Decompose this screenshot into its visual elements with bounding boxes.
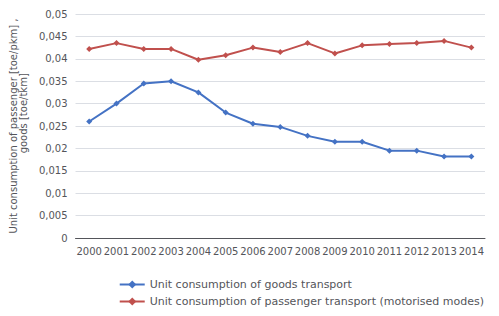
svg-text:0,025: 0,025 — [39, 121, 68, 132]
svg-text:2004: 2004 — [186, 246, 211, 257]
svg-text:2006: 2006 — [240, 246, 265, 257]
svg-text:0,03: 0,03 — [45, 98, 67, 109]
svg-text:Unit consumption of goods tran: Unit consumption of goods transport — [150, 278, 353, 291]
svg-text:2003: 2003 — [158, 246, 183, 257]
svg-text:0,035: 0,035 — [39, 76, 68, 87]
svg-text:2013: 2013 — [431, 246, 456, 257]
svg-text:0,045: 0,045 — [39, 31, 68, 42]
svg-text:2011: 2011 — [377, 246, 402, 257]
svg-text:Unit consumption of passenger: Unit consumption of passenger transport … — [150, 295, 484, 308]
svg-text:0,04: 0,04 — [45, 53, 67, 64]
svg-text:2012: 2012 — [404, 246, 429, 257]
svg-text:goods [toe/tkm]: goods [toe/tkm] — [18, 73, 29, 179]
svg-text:2001: 2001 — [104, 246, 129, 257]
svg-text:2010: 2010 — [349, 246, 374, 257]
svg-text:2000: 2000 — [76, 246, 101, 257]
svg-text:2007: 2007 — [268, 246, 293, 257]
svg-text:0,015: 0,015 — [39, 165, 68, 176]
svg-text:0,01: 0,01 — [45, 188, 67, 199]
svg-text:Unit consumption of passenger: Unit consumption of passenger [toe/pkm] … — [7, 18, 19, 234]
svg-text:2014: 2014 — [459, 246, 484, 257]
svg-text:0: 0 — [61, 233, 67, 244]
svg-text:2008: 2008 — [295, 246, 320, 257]
svg-text:2009: 2009 — [322, 246, 347, 257]
svg-text:2002: 2002 — [131, 246, 156, 257]
svg-text:0,02: 0,02 — [45, 143, 67, 154]
svg-text:0,005: 0,005 — [39, 210, 68, 221]
svg-text:2005: 2005 — [213, 246, 238, 257]
svg-text:0,05: 0,05 — [45, 9, 67, 20]
